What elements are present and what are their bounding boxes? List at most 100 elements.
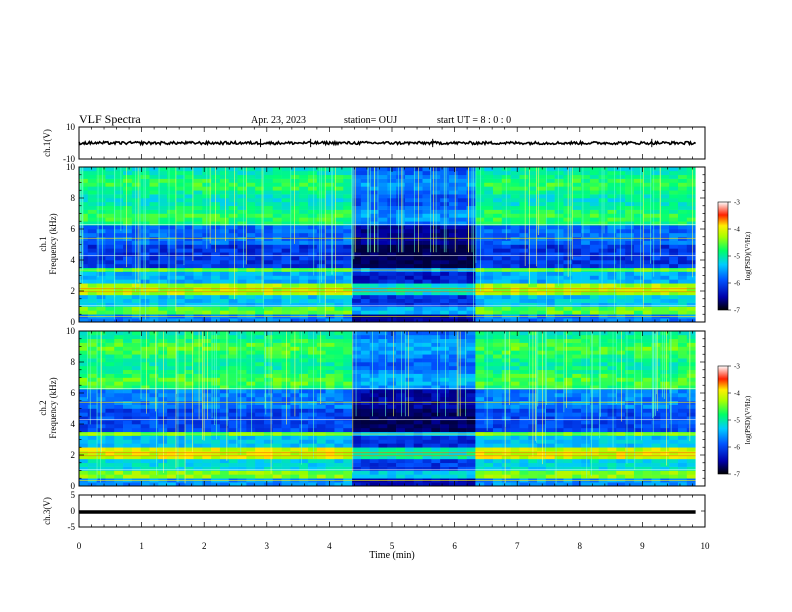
spectrogram-cell xyxy=(352,424,362,429)
spectrogram-cell xyxy=(281,331,291,336)
spectrogram-cell xyxy=(299,416,309,421)
spectrogram-cell xyxy=(501,443,511,448)
spectrogram-cell xyxy=(528,167,538,172)
spectrogram-cell xyxy=(263,474,274,479)
spectrogram-cell xyxy=(404,302,415,307)
spectrogram-cell xyxy=(131,194,141,199)
spectrogram-cell xyxy=(211,443,221,448)
spectrogram-cell xyxy=(510,213,520,218)
spectrogram-cell xyxy=(677,221,688,226)
spectrogram-cell xyxy=(457,283,467,288)
spectrogram-cell xyxy=(440,283,450,288)
spectrogram-cell xyxy=(167,462,177,467)
spectrogram-cell xyxy=(219,170,230,176)
spectrogram-cell xyxy=(352,331,362,336)
spectrogram-cell xyxy=(246,306,256,311)
spectrogram-cell xyxy=(219,439,230,444)
spectrogram-cell xyxy=(448,354,459,359)
spectrogram-cell xyxy=(184,393,194,398)
spectrogram-cell xyxy=(352,182,362,187)
spectrogram-cell xyxy=(149,252,159,257)
spectrogram-cell xyxy=(167,306,177,311)
spectrogram-cell xyxy=(607,217,617,222)
spectrogram-cell xyxy=(237,443,247,448)
spectrogram-cell xyxy=(167,455,177,460)
spectrogram-cell xyxy=(493,439,503,444)
spectrogram-cell xyxy=(501,365,511,371)
spectrogram-cell xyxy=(308,447,318,452)
spectrogram-cell xyxy=(308,354,318,359)
spectrogram-cell xyxy=(308,201,318,207)
spectrogram-cell xyxy=(255,474,265,479)
spectrogram-cell xyxy=(308,396,318,402)
spectrogram-cell xyxy=(299,435,309,440)
spectrogram-cell xyxy=(255,252,265,257)
spectrogram-cell xyxy=(413,358,423,363)
spectrogram-cell xyxy=(431,334,441,340)
spectrogram-cell xyxy=(607,318,617,323)
spectrogram-cell xyxy=(299,412,309,417)
spectrogram-cell xyxy=(519,298,529,303)
spectrogram-cell xyxy=(440,385,450,390)
spectrogram-cell xyxy=(475,346,485,351)
spectrogram-cell xyxy=(625,170,635,176)
spectrogram-cell xyxy=(96,482,106,487)
spectrogram-cell xyxy=(272,458,282,464)
spectrogram-cell xyxy=(334,298,344,303)
spectrogram-cell xyxy=(316,427,326,433)
spectrogram-cell xyxy=(299,346,309,351)
spectrogram-cell xyxy=(422,346,432,351)
spectrogram-cell xyxy=(378,291,388,296)
spectrogram-cell xyxy=(290,213,300,218)
spectrogram-cell xyxy=(114,396,124,402)
spectrogram-cell xyxy=(378,306,388,311)
spectrogram-cell xyxy=(131,451,141,456)
spectrogram-cell xyxy=(211,400,221,405)
spectrogram-cell xyxy=(79,225,89,230)
spectrogram-cell xyxy=(677,248,688,253)
spectrogram-cell xyxy=(131,306,141,311)
spectrogram-cell xyxy=(87,318,97,323)
spectrogram-cell xyxy=(184,291,194,296)
spectrogram-cell xyxy=(79,474,89,479)
spectrogram-cell xyxy=(396,283,406,288)
spectrogram-cell xyxy=(448,298,459,303)
spectrogram-cell xyxy=(448,338,459,343)
spectrogram-cell xyxy=(448,190,459,195)
spectrogram-cell xyxy=(114,389,124,394)
spectrogram-cell xyxy=(237,331,247,336)
spectrogram-cell xyxy=(457,275,467,280)
spectrogram-cell xyxy=(228,306,238,311)
spectrogram-cell xyxy=(404,275,415,280)
spectrogram-cell xyxy=(131,201,141,207)
spectrogram-cell xyxy=(290,306,300,311)
spectrogram-cell xyxy=(237,306,247,311)
spectrogram-cell xyxy=(457,389,467,394)
spectrogram-cell xyxy=(316,451,326,456)
spectrogram-cell xyxy=(255,240,265,245)
spectrogram-cell xyxy=(616,182,626,187)
spectrogram-cell xyxy=(158,294,168,300)
spectrogram-cell xyxy=(149,420,159,425)
spectrogram-cell xyxy=(510,240,520,245)
spectrogram-cell xyxy=(686,201,696,207)
spectrogram-cell xyxy=(387,240,397,245)
spectrogram-cell xyxy=(105,412,115,417)
spectrogram-cell xyxy=(510,462,520,467)
spectrogram-cell xyxy=(581,306,591,311)
spectrogram-cell xyxy=(396,174,406,179)
spectrogram-cell xyxy=(387,302,397,307)
spectrogram-cell xyxy=(237,412,247,417)
spectrogram-cell xyxy=(528,232,538,238)
spectrogram-cell xyxy=(378,331,388,336)
spectrogram-cell xyxy=(686,186,696,191)
spectrogram-cell xyxy=(308,302,318,307)
spectrogram-cell xyxy=(598,263,608,269)
spectrogram-cell xyxy=(228,221,238,226)
spectrogram-cell xyxy=(343,275,353,280)
spectrogram-cell xyxy=(493,362,503,367)
spectrogram-cell xyxy=(484,427,494,433)
spectrogram-cell xyxy=(466,424,476,429)
spectrogram-cell xyxy=(131,350,141,355)
spectrogram-cell xyxy=(537,174,547,179)
